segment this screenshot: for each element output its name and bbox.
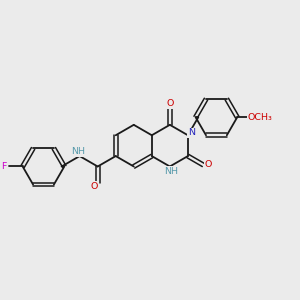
Text: O: O: [166, 99, 173, 108]
Text: O: O: [205, 160, 212, 169]
Text: NH: NH: [71, 147, 85, 156]
Text: F: F: [1, 162, 7, 171]
Text: OCH₃: OCH₃: [248, 113, 272, 122]
Text: O: O: [91, 182, 98, 191]
Text: NH: NH: [164, 167, 178, 176]
Text: N: N: [188, 128, 195, 137]
